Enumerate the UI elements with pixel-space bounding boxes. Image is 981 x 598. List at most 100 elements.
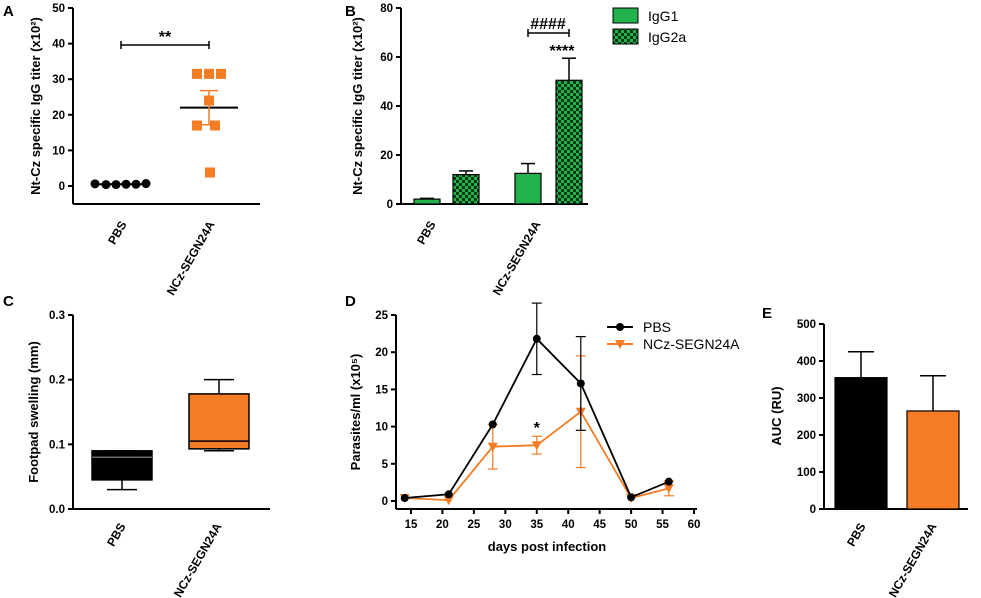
box	[91, 450, 153, 481]
x-tick-label: 50	[625, 519, 638, 531]
y-tick-label: 0	[59, 181, 65, 193]
x-category-label: NCz-SEGN24A	[886, 520, 940, 598]
y-axis-label: AUC (RU)	[769, 386, 784, 445]
y-tick-label: 0	[387, 199, 393, 211]
box	[188, 393, 250, 450]
x-tick-label: 45	[593, 519, 606, 531]
data-point-ncz	[443, 496, 454, 506]
y-axis-label: Parasites/ml (x10⁵)	[348, 354, 363, 471]
y-tick-label: 25	[375, 310, 388, 322]
x-category-label: NCz-SEGN24A	[164, 218, 218, 297]
bar-ncz	[906, 410, 960, 510]
legend-swatch-igg2a	[612, 28, 639, 45]
x-axis-label: days post infection	[488, 539, 607, 554]
panel-letter: A	[3, 3, 14, 20]
y-tick-label: 60	[380, 52, 393, 64]
x-tick-label: 30	[499, 519, 512, 531]
y-tick-label: 0	[810, 504, 816, 516]
panel-e: E 0 100 200 300 400 500 AUC (RU) PBS NCz-SEGN24A	[762, 305, 968, 598]
y-tick-label: 300	[797, 393, 816, 405]
y-tick-label: 30	[52, 74, 65, 86]
y-tick-label: 100	[797, 467, 816, 479]
data-point-ncz	[531, 441, 542, 451]
x-tick-label: 60	[688, 519, 701, 531]
panel-d: D 0 5 10 15 20 25 15 20 25 30 35 40 45 50 55 60 days post…	[345, 293, 740, 554]
significance-label: *	[534, 420, 541, 437]
bar-igg2a	[555, 79, 583, 205]
x-tick-label: 35	[530, 519, 543, 531]
data-point-pbs	[400, 494, 409, 503]
panel-c: C 0.0 0.1 0.2 0.3 Footpad swelling (mm) PBS NCz…	[3, 293, 270, 598]
bar-igg2a	[452, 174, 480, 205]
y-tick-label: 0.2	[49, 375, 65, 387]
legend-swatch-igg1	[612, 7, 639, 24]
data-point-ncz	[216, 68, 226, 79]
y-tick-label: 10	[375, 422, 388, 434]
panel-letter: E	[762, 305, 772, 322]
legend-label: NCz-SEGN24A	[643, 336, 740, 352]
x-category-label: PBS	[104, 521, 128, 549]
data-point-pbs	[532, 334, 541, 343]
y-axis-label: Nt-Cz specific IgG titer (x10²)	[350, 17, 365, 195]
x-tick-label: 40	[562, 519, 575, 531]
x-tick-label: 15	[405, 519, 418, 531]
y-tick-label: 400	[797, 356, 816, 368]
data-point-pbs	[664, 477, 673, 486]
y-tick-label: 500	[797, 319, 816, 331]
y-tick-label: 200	[797, 430, 816, 442]
x-category-label: PBS	[844, 521, 868, 549]
x-category-label: PBS	[105, 219, 129, 247]
significance-label: **	[159, 29, 172, 46]
y-tick-label: 10	[52, 145, 65, 157]
significance-label: ****	[550, 43, 576, 60]
data-point-ncz	[192, 68, 202, 79]
y-tick-label: 40	[380, 101, 393, 113]
data-point-pbs	[488, 420, 497, 429]
legend-label: IgG1	[648, 8, 679, 24]
x-tick-label: 25	[467, 519, 480, 531]
data-point-ncz	[192, 120, 202, 131]
y-tick-label: 80	[380, 3, 393, 15]
y-tick-label: 0.1	[49, 439, 66, 451]
data-point-pbs	[90, 179, 100, 189]
y-tick-label: 15	[375, 384, 388, 396]
bar-igg1	[514, 172, 542, 205]
data-point-ncz	[205, 167, 215, 178]
y-tick-label: 0.3	[49, 310, 65, 322]
significance-label: ####	[530, 16, 566, 33]
panel-letter: B	[345, 3, 356, 20]
y-tick-label: 50	[52, 3, 65, 15]
bar-pbs	[834, 377, 888, 510]
y-tick-label: 20	[52, 110, 65, 122]
y-tick-label: 0.0	[49, 504, 65, 516]
data-point-pbs	[444, 490, 453, 499]
bar-igg1	[413, 198, 441, 205]
data-point-ncz	[204, 68, 214, 79]
x-category-label: NCz-SEGN24A	[490, 218, 544, 297]
legend-label: PBS	[643, 319, 671, 335]
data-point-pbs	[627, 493, 636, 502]
y-tick-label: 5	[382, 459, 389, 471]
panel-b: B 0 20 40 60 80 Nt-Cz specific IgG titer (x10²…	[345, 3, 686, 298]
legend-marker-pbs	[616, 323, 624, 331]
y-axis-label: Footpad swelling (mm)	[26, 341, 41, 483]
y-tick-label: 20	[375, 347, 388, 359]
y-tick-label: 40	[52, 39, 65, 51]
y-axis-label: Nt-Cz specific IgG titer (x10²)	[28, 17, 43, 195]
x-category-label: NCz-SEGN24A	[171, 520, 225, 598]
panel-letter: D	[345, 293, 356, 310]
legend-marker-ncz	[615, 340, 625, 349]
x-tick-label: 20	[436, 519, 449, 531]
y-tick-label: 20	[380, 150, 393, 162]
data-point-pbs	[141, 179, 151, 189]
y-tick-label: 0	[382, 496, 388, 508]
data-point-ncz	[663, 484, 674, 494]
x-category-label: PBS	[414, 219, 438, 247]
legend-label: IgG2a	[648, 29, 686, 45]
panel-letter: C	[3, 293, 14, 310]
panel-a: A 0 10 20 30 40 50 Nt-Cz specific IgG titer (x1…	[3, 3, 260, 298]
data-point-pbs	[576, 379, 585, 388]
data-point-ncz	[487, 442, 498, 452]
x-tick-label: 55	[656, 519, 669, 531]
